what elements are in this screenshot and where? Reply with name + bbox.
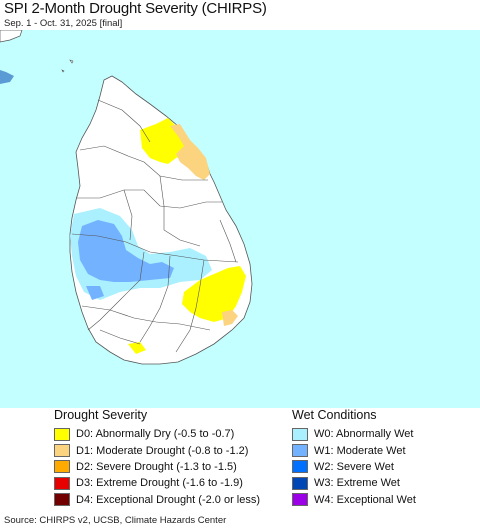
legend-item-d3: D3: Extreme Drought (-1.6 to -1.9) — [54, 475, 260, 491]
island-speck — [69, 59, 74, 64]
wet-legend: Wet Conditions W0: Abnormally Wet W1: Mo… — [292, 406, 416, 508]
legend-item-d2: D2: Severe Drought (-1.3 to -1.5) — [54, 459, 260, 475]
legend-label: W0: Abnormally Wet — [314, 428, 414, 441]
district-borders — [71, 99, 239, 353]
drought-legend: Drought Severity D0: Abnormally Dry (-0.… — [54, 406, 260, 508]
legend-swatch — [54, 460, 70, 474]
legend-label: D1: Moderate Drought (-0.8 to -1.2) — [76, 444, 249, 457]
legend-item-d4: D4: Exceptional Drought (-2.0 or less) — [54, 492, 260, 508]
legend-swatch — [54, 493, 70, 507]
legend-label: D4: Exceptional Drought (-2.0 or less) — [76, 493, 261, 506]
dry-d0-south — [128, 342, 146, 354]
wet-w1-area — [78, 220, 174, 282]
map-title: SPI 2-Month Drought Severity (CHIRPS) — [4, 0, 267, 17]
india-coast — [0, 30, 23, 43]
dry-d0-southeast — [182, 266, 246, 322]
legend-item-w4: W4: Exceptional Wet — [292, 492, 416, 508]
drought-legend-heading: Drought Severity — [54, 408, 148, 422]
legend-label: W3: Extreme Wet — [314, 477, 400, 490]
legend-item-w2: W2: Severe Wet — [292, 459, 416, 475]
legend-label: D3: Extreme Drought (-1.6 to -1.9) — [76, 477, 243, 490]
dry-d1-northeast — [170, 124, 210, 180]
legend-item-d0: D0: Abnormally Dry (-0.5 to -0.7) — [54, 426, 260, 442]
legend-label: W4: Exceptional Wet — [314, 493, 416, 506]
wet-w1-patch — [86, 286, 104, 300]
island-speck — [61, 69, 65, 73]
legend-swatch — [54, 476, 70, 490]
legend-item-d1: D1: Moderate Drought (-0.8 to -1.2) — [54, 442, 260, 458]
map-subtitle: Sep. 1 - Oct. 31, 2025 [final] — [4, 18, 123, 29]
legend-label: D2: Severe Drought (-1.3 to -1.5) — [76, 460, 237, 473]
legend: Drought Severity D0: Abnormally Dry (-0.… — [0, 406, 480, 514]
legend-label: W1: Moderate Wet — [314, 444, 406, 457]
legend-item-w1: W1: Moderate Wet — [292, 442, 416, 458]
legend-swatch — [292, 427, 308, 441]
legend-label: W2: Severe Wet — [314, 460, 394, 473]
legend-item-w3: W3: Extreme Wet — [292, 475, 416, 491]
drought-map — [0, 30, 480, 408]
legend-label: D0: Abnormally Dry (-0.5 to -0.7) — [76, 428, 235, 441]
legend-swatch — [292, 493, 308, 507]
legend-swatch — [54, 444, 70, 458]
legend-item-w0: W0: Abnormally Wet — [292, 426, 416, 442]
wet-legend-heading: Wet Conditions — [292, 408, 377, 422]
legend-swatch — [292, 476, 308, 490]
legend-swatch — [54, 427, 70, 441]
india-wet-area — [0, 70, 14, 84]
source-credit: Source: CHIRPS v2, UCSB, Climate Hazards… — [4, 515, 227, 526]
legend-swatch — [292, 444, 308, 458]
legend-swatch — [292, 460, 308, 474]
dry-d1-southeast — [222, 310, 238, 326]
